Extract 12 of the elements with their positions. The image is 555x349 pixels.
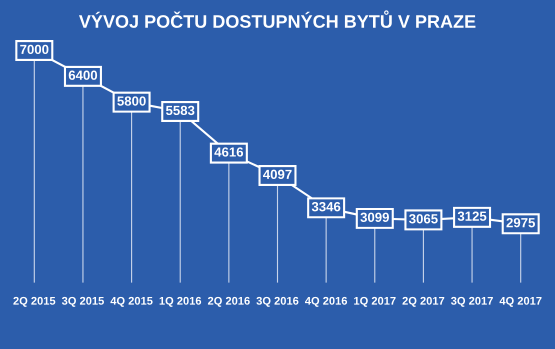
x-tick-label: 2Q 2015 (13, 296, 56, 307)
x-tick-label: 3Q 2017 (450, 296, 493, 307)
x-tick-label: 4Q 2017 (500, 296, 542, 307)
x-tick-label: 2Q 2016 (208, 296, 250, 307)
x-tick-label: 3Q 2016 (256, 296, 298, 307)
x-tick-label: 4Q 2016 (304, 296, 348, 307)
x-tick-label: 1Q 2017 (354, 296, 396, 307)
x-tick-label: 4Q 2015 (110, 296, 153, 307)
x-tick-label: 3Q 2015 (62, 296, 104, 307)
x-tick-label: 2Q 2017 (402, 296, 444, 307)
chart-title: VÝVOJ POČTU DOSTUPNÝCH BYTŮ V PRAZE (78, 10, 476, 28)
x-tick-label: 1Q 2016 (160, 296, 202, 307)
